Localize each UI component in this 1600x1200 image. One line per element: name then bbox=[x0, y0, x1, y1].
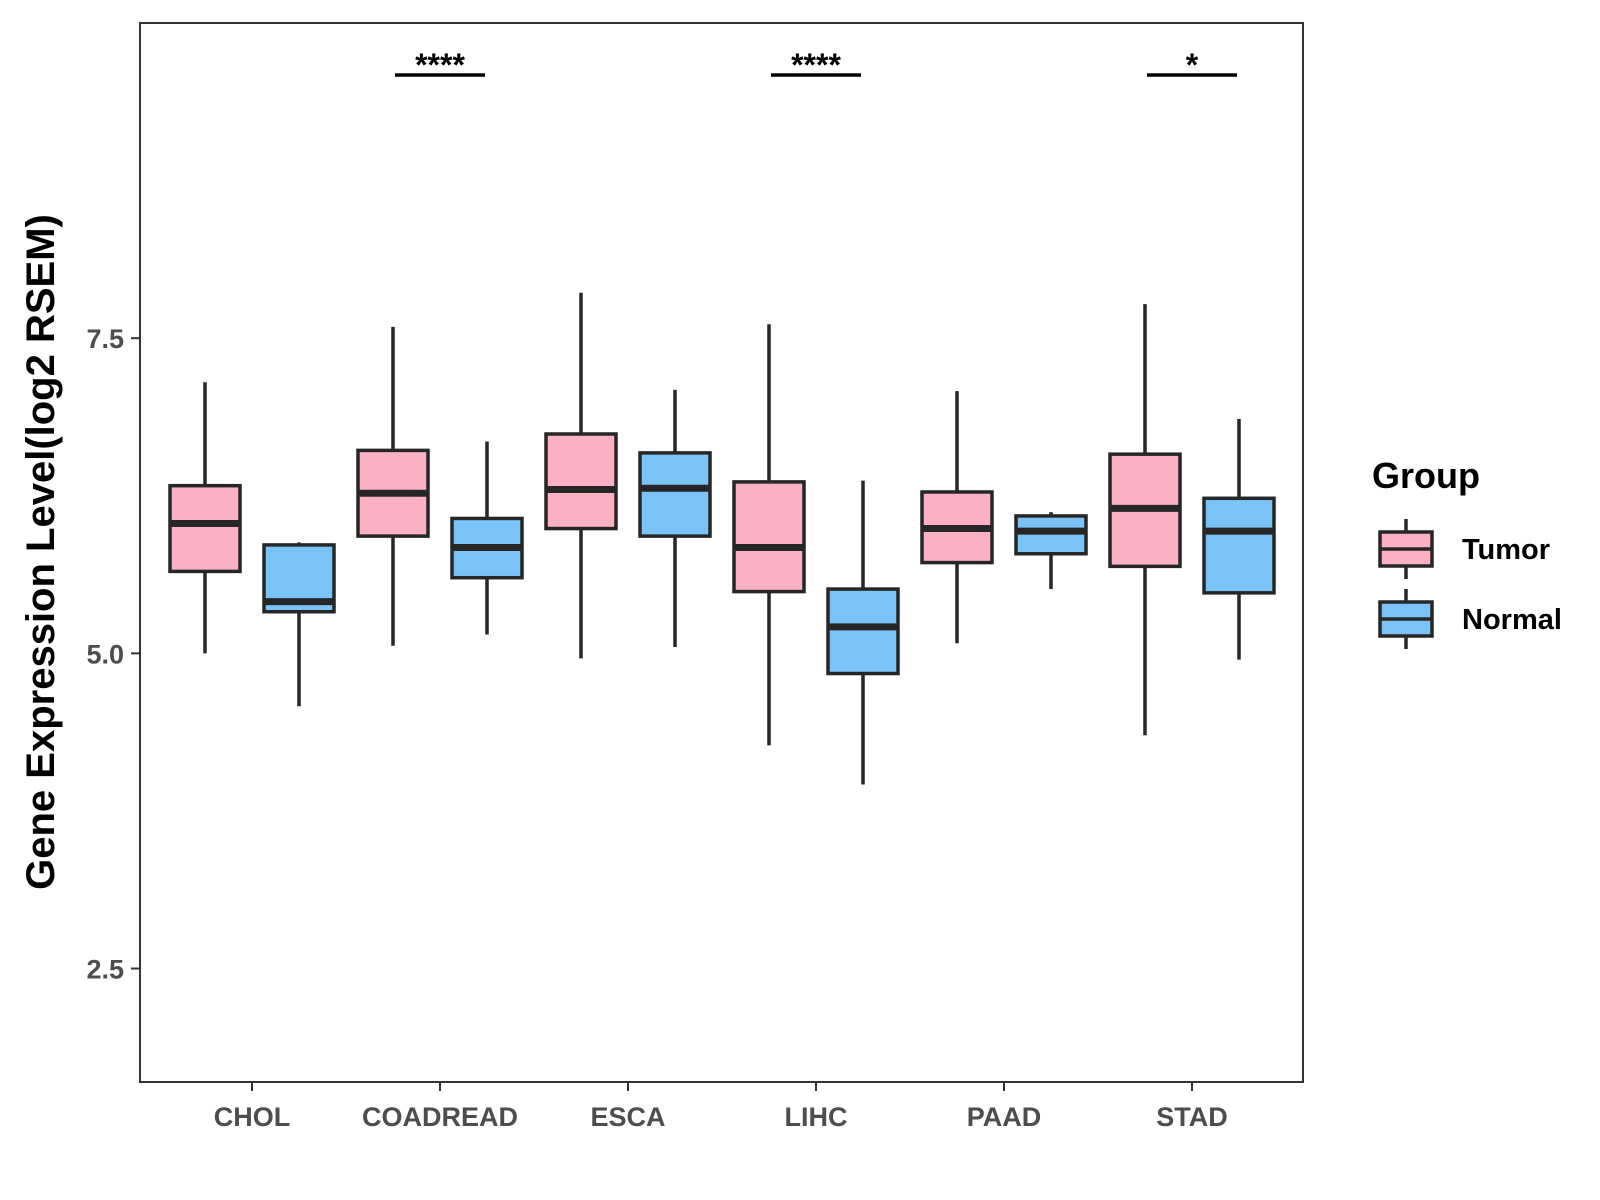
significance-label: **** bbox=[791, 47, 841, 83]
legend-item-normal: Normal bbox=[1378, 589, 1562, 649]
box-tumor-chol bbox=[168, 382, 242, 654]
y-tick-label: 2.5 bbox=[86, 955, 124, 985]
x-tick-label-stad: STAD bbox=[1156, 1102, 1228, 1132]
box-body bbox=[1202, 496, 1276, 595]
legend-label-normal: Normal bbox=[1462, 604, 1562, 636]
box-tumor-paad bbox=[920, 391, 994, 644]
box-body bbox=[826, 587, 900, 676]
box-tumor-coadread bbox=[356, 326, 430, 646]
legend: Tumor Normal bbox=[1378, 519, 1562, 649]
box-body bbox=[732, 480, 806, 594]
box-tumor-stad bbox=[1108, 304, 1182, 736]
legend-title: Group bbox=[1372, 455, 1480, 496]
legend-item-tumor: Tumor bbox=[1378, 519, 1550, 579]
box-body bbox=[544, 432, 618, 531]
box-body bbox=[638, 451, 712, 538]
box-body bbox=[168, 483, 242, 574]
box-normal-stad bbox=[1202, 418, 1276, 660]
x-tick-label-lihc: LIHC bbox=[785, 1102, 848, 1132]
box-normal-lihc bbox=[826, 480, 900, 785]
x-tick-label-esca: ESCA bbox=[590, 1102, 665, 1132]
box-normal-paad bbox=[1014, 512, 1088, 590]
x-tick-label-coadread: COADREAD bbox=[362, 1102, 518, 1132]
x-tick-label-chol: CHOL bbox=[214, 1102, 291, 1132]
significance-label: **** bbox=[415, 47, 465, 83]
y-tick-label: 7.5 bbox=[86, 324, 124, 354]
box-normal-coadread bbox=[450, 441, 524, 635]
significance-label: * bbox=[1186, 47, 1199, 83]
y-tick-label: 5.0 bbox=[86, 639, 124, 669]
legend-label-tumor: Tumor bbox=[1462, 534, 1550, 566]
y-axis-title: Gene Expression Level(log2 RSEM) bbox=[19, 214, 63, 890]
box-body bbox=[1014, 514, 1088, 556]
box-normal-esca bbox=[638, 389, 712, 648]
box-tumor-esca bbox=[544, 292, 618, 659]
box-tumor-lihc bbox=[732, 324, 806, 746]
x-tick-label-paad: PAAD bbox=[967, 1102, 1042, 1132]
box-normal-chol bbox=[262, 542, 336, 707]
